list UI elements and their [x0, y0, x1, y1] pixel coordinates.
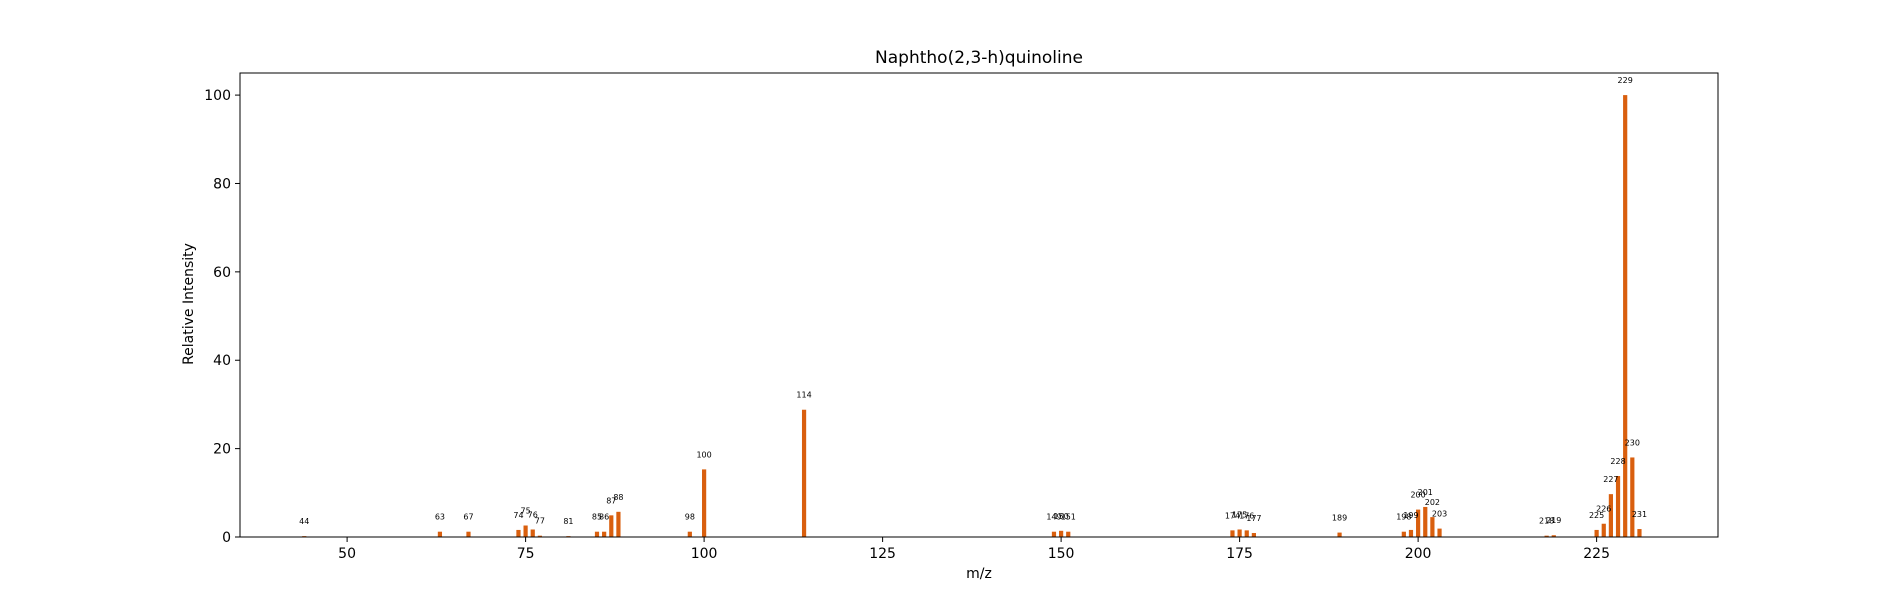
- peak-label: 149: [1046, 513, 1061, 522]
- peak-bar: [1059, 530, 1064, 537]
- peak-label: 75: [521, 507, 531, 516]
- peak-label: 230: [1625, 438, 1640, 447]
- peak-label: 229: [1618, 76, 1633, 85]
- peak-bar: [1551, 535, 1556, 537]
- peak-label: 174: [1225, 511, 1240, 520]
- x-tick-label: 225: [1583, 546, 1610, 562]
- chart-title: Naphtho(2,3-h)quinoline: [875, 48, 1083, 68]
- peak-label: 76: [528, 510, 538, 519]
- bars-layer: [302, 95, 1642, 537]
- peak-label: 227: [1603, 475, 1618, 484]
- peak-bar: [801, 409, 807, 537]
- peak-bar: [1430, 517, 1435, 537]
- peak-label: 100: [696, 450, 711, 459]
- peak-label: 98: [685, 513, 695, 522]
- peak-bar: [1244, 530, 1249, 537]
- peak-label: 151: [1061, 513, 1076, 522]
- y-tick-label: 60: [213, 265, 231, 281]
- peak-label: 219: [1546, 516, 1561, 525]
- x-axis: 50 75 100 125 150 175 200 225: [338, 537, 1610, 562]
- peak-bar: [1437, 528, 1442, 537]
- peak-label: 67: [463, 513, 473, 522]
- peak-bar: [616, 511, 621, 537]
- peak-bar: [1237, 529, 1242, 537]
- peak-label: 86: [599, 513, 609, 522]
- peak-label: 150: [1053, 512, 1068, 521]
- peak-bar: [530, 529, 535, 537]
- plot-frame: [239, 72, 1719, 538]
- peak-bar: [523, 525, 528, 537]
- y-axis-label: Relative Intensity: [181, 243, 197, 365]
- peak-bar: [1408, 529, 1414, 537]
- peak-label: 85: [592, 513, 602, 522]
- peak-label: 88: [613, 493, 623, 502]
- peak-bar: [1544, 535, 1549, 537]
- peak-bar: [1594, 529, 1599, 537]
- peak-label: 202: [1425, 498, 1440, 507]
- peak-label: 203: [1432, 510, 1447, 519]
- peak-bar: [516, 529, 521, 537]
- x-tick-label: 150: [1048, 546, 1075, 562]
- peak-label: 175: [1232, 510, 1247, 519]
- y-axis: 0 20 40 60 80 100: [204, 88, 240, 546]
- peak-bar: [1601, 523, 1606, 537]
- peak-label: 77: [535, 517, 545, 526]
- x-axis-label: m/z: [966, 566, 992, 582]
- x-tick-label: 75: [517, 546, 535, 562]
- peak-label: 218: [1539, 517, 1554, 526]
- peak-label: 177: [1246, 514, 1261, 523]
- peak-bar: [1066, 531, 1071, 537]
- x-tick-label: 100: [691, 546, 718, 562]
- peak-label: 44: [299, 517, 309, 526]
- y-tick-label: 0: [222, 530, 231, 546]
- peak-bar: [1401, 531, 1406, 537]
- peak-bar: [687, 531, 692, 537]
- peak-label: 74: [513, 511, 523, 520]
- y-tick-label: 100: [204, 88, 231, 104]
- peak-bar: [1630, 457, 1635, 537]
- peak-bar: [1051, 531, 1057, 537]
- y-tick-label: 80: [213, 176, 231, 192]
- peak-bar: [437, 531, 443, 537]
- peak-label: 114: [796, 391, 811, 400]
- peak-bar: [1423, 506, 1428, 537]
- peak-bar: [537, 535, 542, 537]
- peak-bar: [1623, 95, 1628, 537]
- peak-bar: [1251, 533, 1256, 537]
- peak-bar: [1615, 476, 1621, 537]
- x-tick-label: 175: [1226, 546, 1253, 562]
- peak-label: 81: [563, 517, 573, 526]
- peak-label: 200: [1410, 491, 1425, 500]
- peak-bar: [1608, 494, 1613, 537]
- peak-label: 228: [1610, 457, 1625, 466]
- x-tick-label: 125: [869, 546, 896, 562]
- peak-label: 226: [1596, 505, 1611, 514]
- peak-label: 87: [606, 496, 616, 505]
- peak-bar: [1337, 532, 1342, 537]
- y-tick-label: 20: [213, 442, 231, 458]
- peak-bar: [702, 469, 707, 537]
- peak-label: 176: [1239, 511, 1254, 520]
- peak-bar: [602, 531, 607, 537]
- peak-label: 231: [1632, 510, 1647, 519]
- peak-label: 225: [1589, 511, 1604, 520]
- peak-bar: [1637, 529, 1642, 537]
- x-tick-label: 200: [1405, 546, 1432, 562]
- peak-bar: [1416, 509, 1421, 537]
- peak-label: 199: [1403, 511, 1418, 520]
- peak-bar: [1230, 530, 1235, 537]
- peak-bar: [609, 515, 614, 537]
- peak-label: 63: [435, 513, 445, 522]
- peak-label: 189: [1332, 514, 1347, 523]
- peak-bar: [466, 531, 471, 537]
- peak-label: 198: [1396, 513, 1411, 522]
- x-tick-label: 50: [338, 546, 356, 562]
- peak-bar: [594, 531, 600, 537]
- peak-label: 201: [1418, 488, 1433, 497]
- y-tick-label: 40: [213, 353, 231, 369]
